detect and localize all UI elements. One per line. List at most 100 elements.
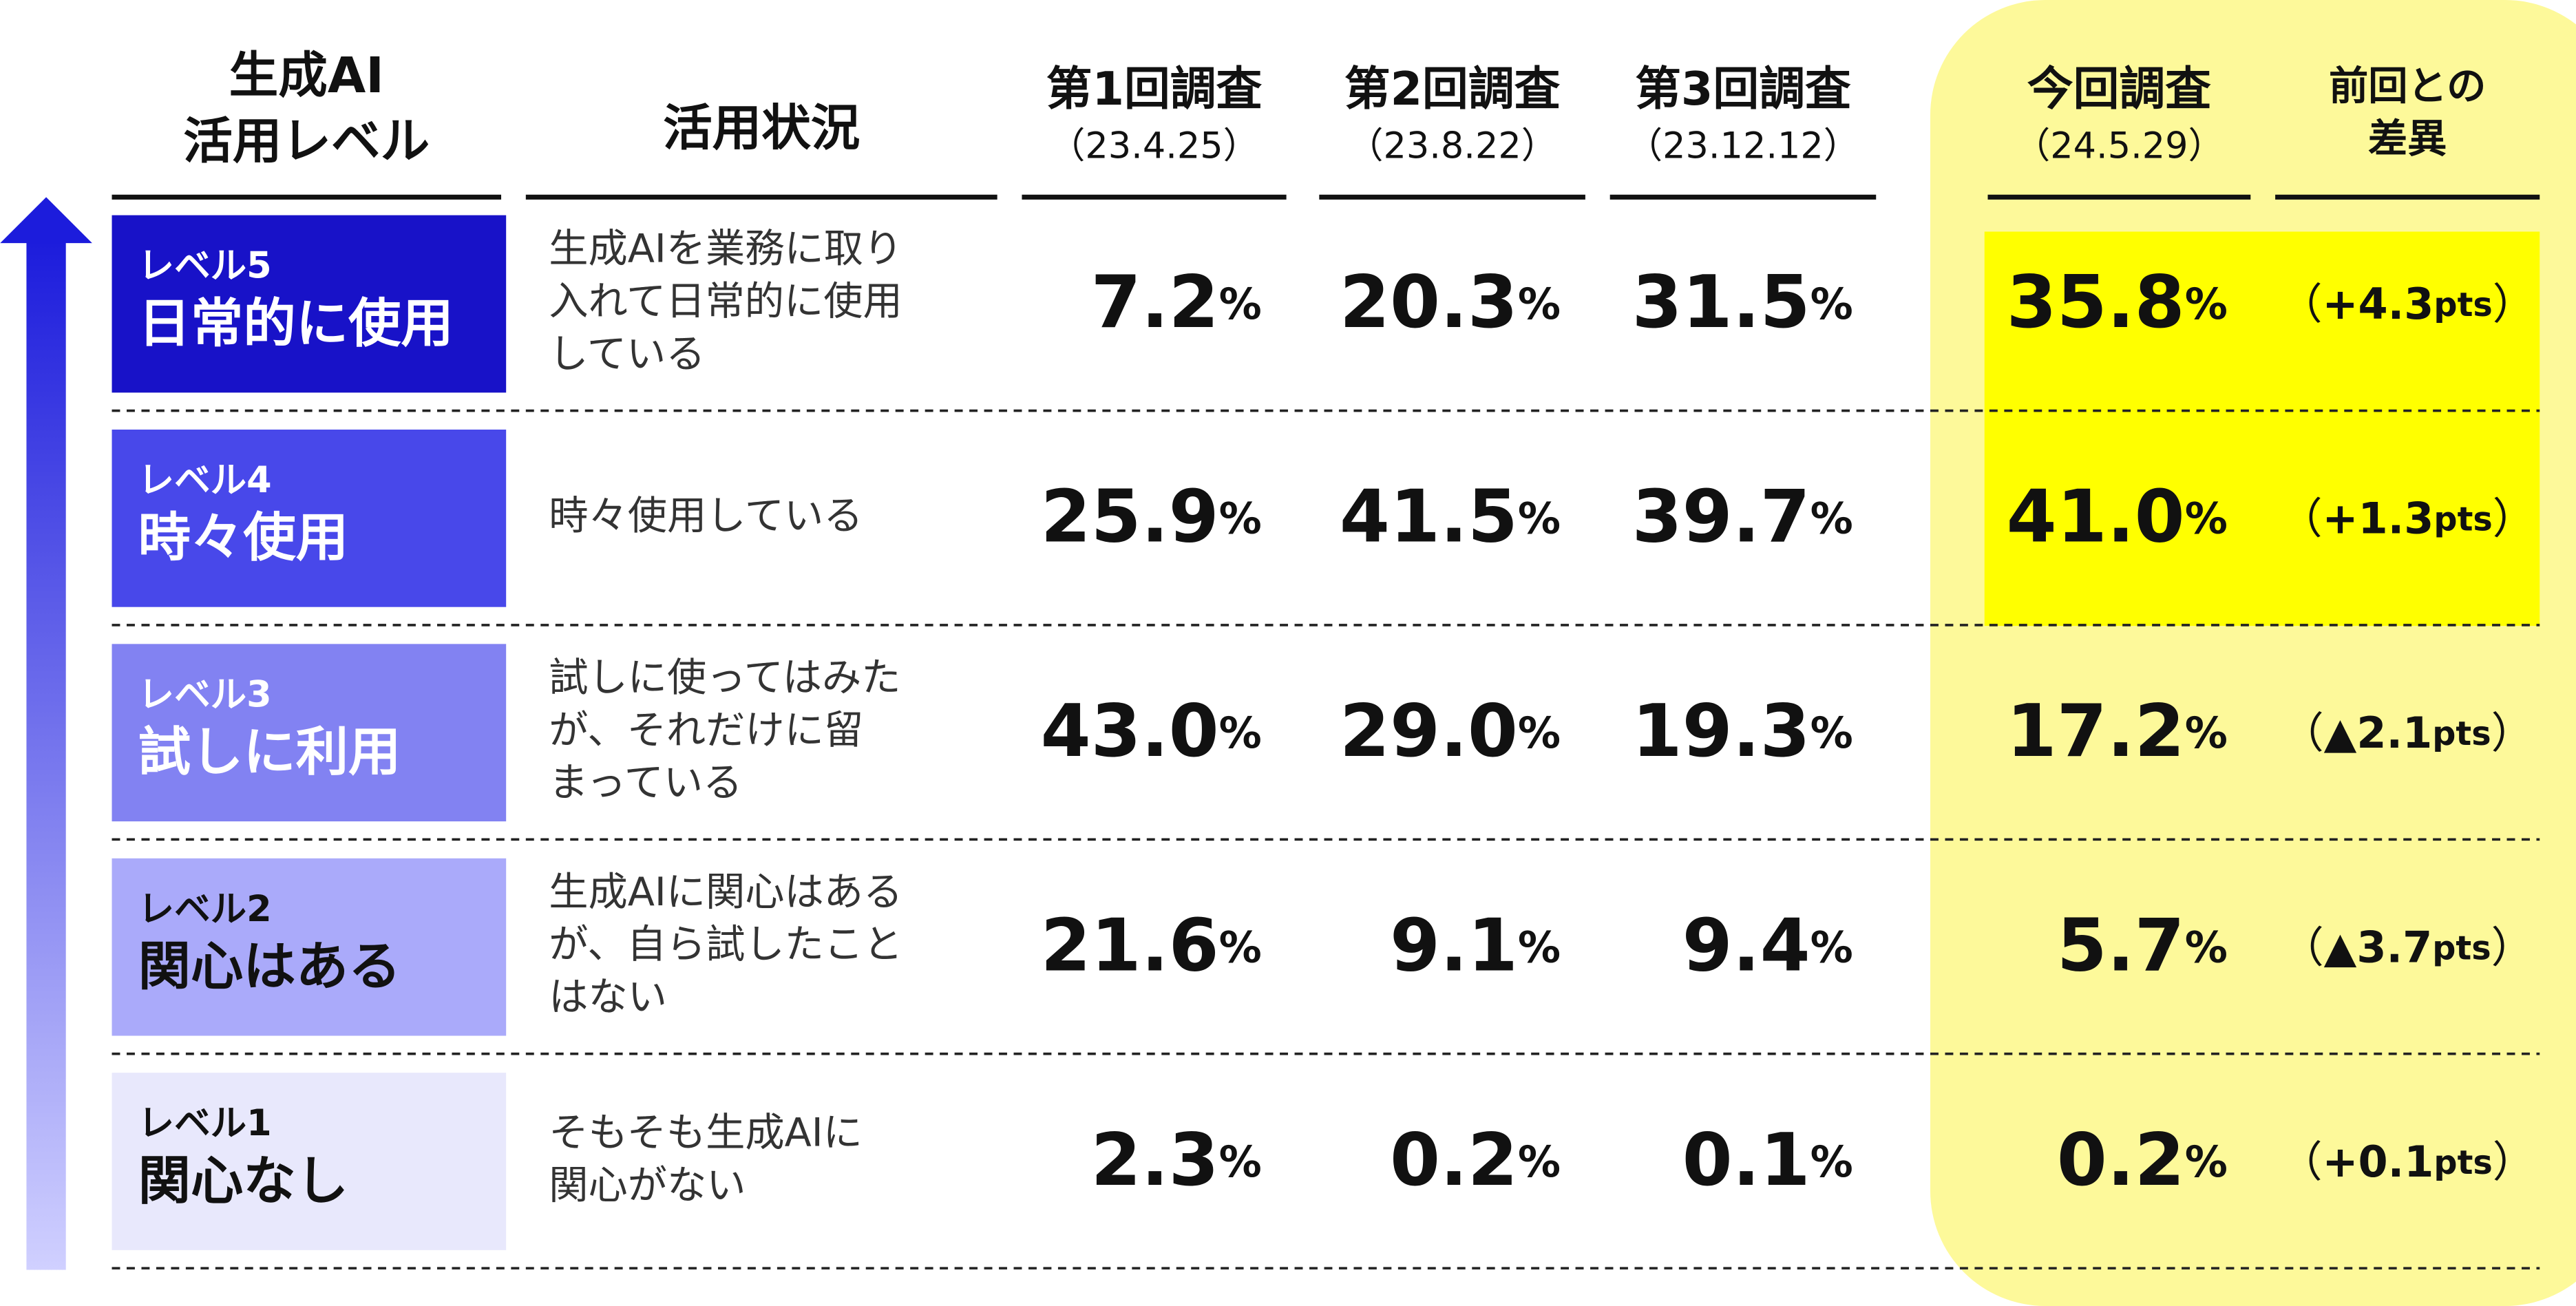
level-box	[112, 1073, 507, 1250]
arrow-shaft	[26, 240, 66, 1270]
value-unit: %	[2185, 922, 2228, 972]
value: 39.7%	[1632, 474, 1853, 558]
value: 2.3%	[1091, 1118, 1262, 1202]
value-number: 25.9	[1041, 474, 1219, 558]
description: 入れて日常的に使用	[549, 278, 902, 324]
level-box	[112, 858, 507, 1036]
value: 29.0%	[1340, 689, 1561, 773]
diff-close: ）	[2493, 1137, 2535, 1187]
value-number: 9.4	[1682, 903, 1810, 987]
diff-unit: pts	[2434, 1144, 2492, 1182]
level-box	[112, 215, 507, 393]
diff-close: ）	[2491, 922, 2534, 972]
level-name: 試しに利用	[138, 722, 401, 783]
diff-open: （	[2279, 494, 2322, 544]
value-number: 0.2	[1390, 1118, 1518, 1202]
header-survey: 第2回調査	[1344, 62, 1561, 116]
level-name: 時々使用	[138, 507, 348, 569]
value-unit: %	[1810, 922, 1853, 972]
value: 5.7%	[2057, 903, 2228, 987]
diff-close: ）	[2493, 279, 2535, 329]
diff-unit: pts	[2434, 286, 2492, 324]
level-name: 関心はある	[138, 936, 401, 998]
value-unit: %	[1219, 708, 1262, 758]
value-number: 9.1	[1390, 903, 1518, 987]
value: 9.1%	[1390, 903, 1561, 987]
header-usage: 活用状況	[663, 99, 860, 156]
diff-open: （	[2281, 922, 2324, 972]
header-diff: 前回との	[2329, 63, 2486, 109]
value-number: 0.1	[1682, 1118, 1810, 1202]
diff-open: （	[2279, 1137, 2322, 1187]
level-label: レベル4	[138, 459, 272, 501]
diff-close: ）	[2493, 494, 2535, 544]
value-unit: %	[1219, 1137, 1262, 1187]
value: 0.2%	[1390, 1118, 1561, 1202]
description: 生成AIに関心はある	[549, 869, 902, 915]
description: 試しに使ってはみた	[549, 654, 900, 700]
diff-unit: pts	[2434, 501, 2492, 539]
value-unit: %	[2185, 494, 2228, 544]
value-unit: %	[1518, 494, 1561, 544]
header-date: （23.4.25）	[1049, 125, 1259, 167]
value: 35.8%	[2007, 260, 2228, 344]
value-number: 0.2	[2057, 1118, 2185, 1202]
description: まっている	[549, 759, 742, 805]
value-number: 7.2	[1091, 260, 1219, 344]
diff-value: ▲3.7	[2324, 922, 2433, 972]
arrow-head	[0, 197, 92, 244]
value-number: 35.8	[2007, 260, 2185, 344]
value-number: 39.7	[1632, 474, 1810, 558]
diff-value: +1.3	[2323, 494, 2434, 544]
diff-open: （	[2281, 708, 2324, 758]
value-unit: %	[1810, 1137, 1853, 1187]
value: 41.0%	[2007, 474, 2228, 558]
value-number: 29.0	[1340, 689, 1518, 773]
diff-unit: pts	[2432, 715, 2491, 753]
level-label: レベル2	[138, 888, 272, 930]
description: している	[549, 330, 705, 377]
level-label: レベル1	[138, 1102, 272, 1144]
value: 7.2%	[1091, 260, 1262, 344]
header-level: 活用レベル	[183, 112, 430, 169]
value-unit: %	[1219, 279, 1262, 329]
diff: （+0.1pts）	[2279, 1137, 2535, 1187]
level-name: 日常的に使用	[138, 293, 454, 355]
value: 21.6%	[1041, 903, 1262, 987]
diff-open: （	[2279, 279, 2322, 329]
description: 関心がない	[549, 1162, 746, 1208]
value: 19.3%	[1632, 689, 1853, 773]
highlight-rows	[1984, 231, 2540, 626]
level-name: 関心なし	[138, 1150, 348, 1212]
diff: （+1.3pts）	[2279, 494, 2535, 544]
diff-close: ）	[2491, 708, 2534, 758]
diff-unit: pts	[2432, 929, 2491, 967]
value-number: 21.6	[1041, 903, 1219, 987]
diff-value: +4.3	[2323, 279, 2434, 329]
value-number: 5.7	[2057, 903, 2185, 987]
header-survey: 第3回調査	[1635, 62, 1851, 116]
value: 0.1%	[1682, 1118, 1853, 1202]
value-number: 43.0	[1041, 689, 1219, 773]
description: 時々使用している	[549, 492, 863, 538]
value-unit: %	[2185, 1137, 2228, 1187]
value: 0.2%	[2057, 1118, 2228, 1202]
description: が、それだけに留	[549, 707, 863, 753]
level-label: レベル3	[138, 673, 272, 715]
value-unit: %	[1219, 922, 1262, 972]
value: 17.2%	[2007, 689, 2228, 773]
value-unit: %	[2185, 279, 2228, 329]
value: 9.4%	[1682, 903, 1853, 987]
header-diff: 差異	[2368, 116, 2447, 162]
diff: （▲3.7pts）	[2281, 922, 2534, 972]
value-unit: %	[2185, 708, 2228, 758]
value-number: 31.5	[1632, 260, 1810, 344]
value-number: 20.3	[1340, 260, 1518, 344]
value-number: 17.2	[2007, 689, 2185, 773]
diff-value: ▲2.1	[2324, 708, 2433, 758]
header-survey: 今回調査	[2027, 62, 2211, 116]
header-level: 生成AI	[229, 47, 384, 104]
value-unit: %	[1219, 494, 1262, 544]
value-unit: %	[1810, 279, 1853, 329]
